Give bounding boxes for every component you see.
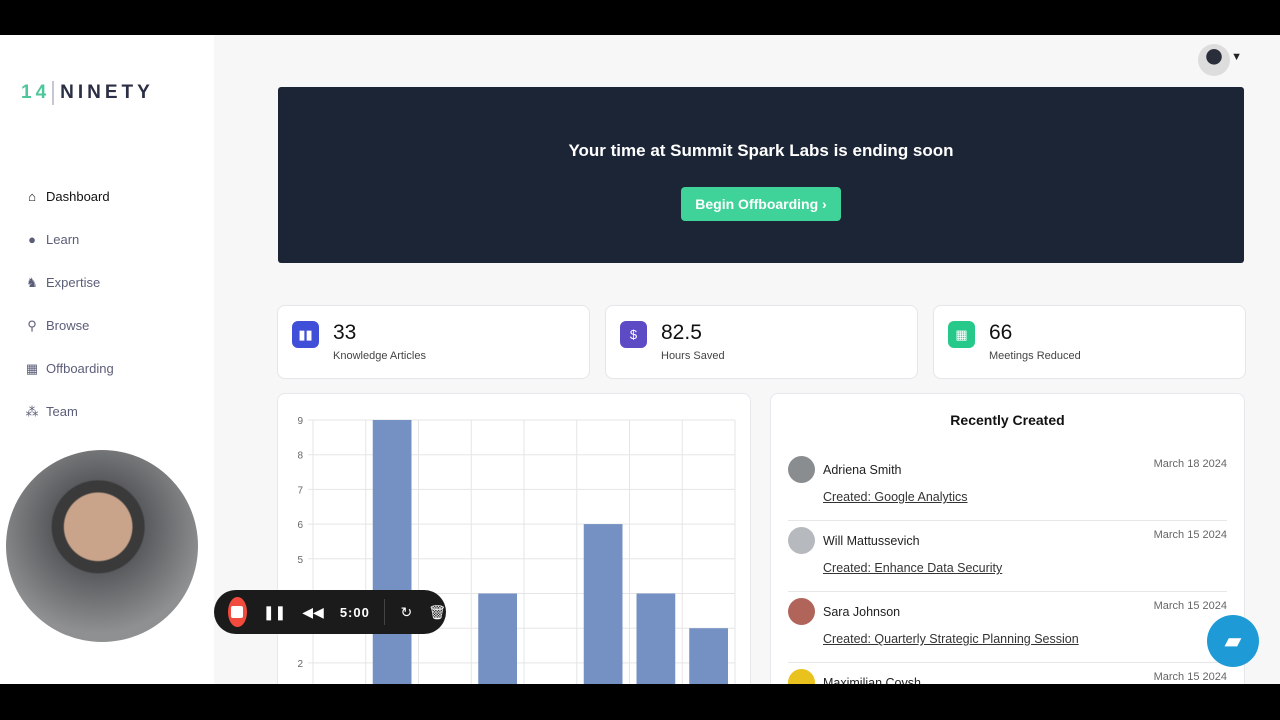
sidebar-item-label: Dashboard — [46, 189, 110, 204]
chess-knight-icon: ♞ — [26, 274, 38, 290]
webcam-overlay — [6, 450, 198, 642]
sidebar-item-label: Expertise — [46, 275, 101, 290]
sidebar-item-expertise[interactable]: ♞ Expertise — [24, 261, 114, 304]
dollar-icon: $ — [620, 321, 647, 348]
logo[interactable]: 14 NINETY — [21, 81, 154, 105]
created-date: March 15 2024 — [1153, 529, 1227, 541]
author-name: Sara Johnson — [823, 605, 901, 619]
stop-icon — [231, 606, 244, 618]
sidebar-item-offboarding[interactable]: ▦ Offboarding — [24, 347, 114, 390]
y-tick-label: 5 — [297, 555, 303, 566]
avatar — [788, 669, 815, 684]
list-item: Adriena Smith March 18 2024 Created: Googl… — [788, 450, 1227, 521]
user-avatar[interactable] — [1198, 44, 1230, 76]
bar[interactable] — [636, 593, 676, 685]
bar[interactable] — [583, 524, 623, 684]
created-date: March 18 2024 — [1153, 458, 1227, 470]
stat-label: Hours Saved — [661, 350, 725, 362]
stop-button[interactable] — [228, 597, 247, 627]
stat-label: Meetings Reduced — [989, 350, 1081, 362]
search-icon: ⚲ — [27, 317, 37, 333]
banner-title: Your time at Summit Spark Labs is ending… — [568, 141, 954, 160]
y-tick-label: 6 — [297, 520, 303, 531]
book-icon: ▮▮ — [292, 321, 319, 348]
sidebar-item-dashboard[interactable]: ⌂ Dashboard — [24, 175, 114, 218]
stat-card: $82.5 Hours Saved — [605, 305, 918, 379]
home-icon: ⌂ — [28, 189, 36, 204]
chevron-down-icon[interactable]: ▼ — [1231, 51, 1242, 63]
y-tick-label: 8 — [297, 451, 303, 462]
created-link[interactable]: Created: Quarterly Strategic Planning Se… — [823, 632, 1079, 646]
recent-title: Recently Created — [950, 412, 1065, 428]
building-icon: ▦ — [25, 360, 39, 376]
sidebar-nav: ⌂ Dashboard ● Learn ♞ Expertise ⚲ Browse ▦ Offboa… — [24, 175, 114, 433]
list-item: Sara Johnson March 15 2024 Created: Quarte… — [788, 592, 1227, 663]
chart-card: 123456789 — [277, 393, 751, 684]
app-screen: 14 NINETY ⌂ Dashboard ● Learn ♞ Expertise ⚲ Brow… — [0, 35, 1280, 684]
stat-value: 82.5 — [661, 321, 702, 344]
y-tick-label: 9 — [297, 416, 303, 427]
chat-button[interactable]: ▰ — [1207, 615, 1259, 667]
stats-row: ▮▮ 33 Knowledge Articles $82.5 Hours Saved ▦ 6… — [277, 305, 1246, 379]
avatar — [788, 456, 815, 483]
lightbulb-icon: ● — [28, 232, 36, 247]
sidebar-item-learn[interactable]: ● Learn — [24, 218, 114, 261]
begin-offboarding-button[interactable]: Begin Offboarding › — [681, 187, 841, 221]
rewind-icon[interactable]: ◀◀ — [302, 603, 324, 620]
avatar — [788, 527, 815, 554]
created-date: March 15 2024 — [1153, 671, 1227, 683]
bar-chart: 123456789 — [297, 416, 736, 685]
avatar — [788, 598, 815, 625]
list-item: Maximilian Covsh March 15 2024 — [788, 663, 1227, 684]
chat-icon: ▰ — [1224, 628, 1242, 653]
recorder-toolbar: ❚❚ ◀◀ 5:00 ↻ 🗑 — [214, 590, 446, 634]
calendar-icon: ▦ — [948, 321, 975, 348]
restart-icon[interactable]: ↻ — [400, 603, 413, 620]
created-link[interactable]: Created: Google Analytics — [823, 490, 968, 504]
y-tick-label: 2 — [297, 659, 303, 670]
author-name: Adriena Smith — [823, 463, 902, 477]
offboarding-banner: Your time at Summit Spark Labs is ending… — [278, 87, 1244, 263]
sidebar-item-label: Team — [46, 404, 78, 419]
bar[interactable] — [478, 593, 517, 685]
sidebar-item-label: Browse — [46, 318, 90, 333]
created-link[interactable]: Created: Enhance Data Security — [823, 561, 1003, 575]
trash-icon[interactable]: 🗑 — [428, 603, 446, 620]
author-name: Maximilian Covsh — [823, 676, 921, 684]
sidebar-item-label: Offboarding — [46, 361, 114, 376]
stat-value: 33 — [333, 321, 357, 344]
sidebar-item-browse[interactable]: ⚲ Browse — [24, 304, 114, 347]
stat-card: ▦ 66 Meetings Reduced — [933, 305, 1246, 379]
list-item: Will Mattussevich March 15 2024 Created: E… — [788, 521, 1227, 592]
author-name: Will Mattussevich — [823, 534, 920, 548]
y-tick-label: 7 — [297, 485, 303, 496]
recording-time: 5:00 — [339, 604, 370, 620]
sidebar-item-label: Learn — [46, 232, 80, 247]
stat-label: Knowledge Articles — [333, 350, 426, 362]
bar[interactable] — [689, 628, 728, 684]
recently-created-card: Recently Created Adriena Smith March 18 2… — [770, 393, 1245, 684]
pause-icon[interactable]: ❚❚ — [262, 603, 287, 620]
sidebar-item-team[interactable]: ⁂ Team — [24, 390, 114, 433]
created-date: March 15 2024 — [1153, 600, 1227, 612]
stat-value: 66 — [989, 321, 1013, 344]
users-icon: ⁂ — [25, 403, 39, 419]
stat-card: ▮▮ 33 Knowledge Articles — [277, 305, 590, 379]
bar[interactable] — [372, 420, 412, 684]
